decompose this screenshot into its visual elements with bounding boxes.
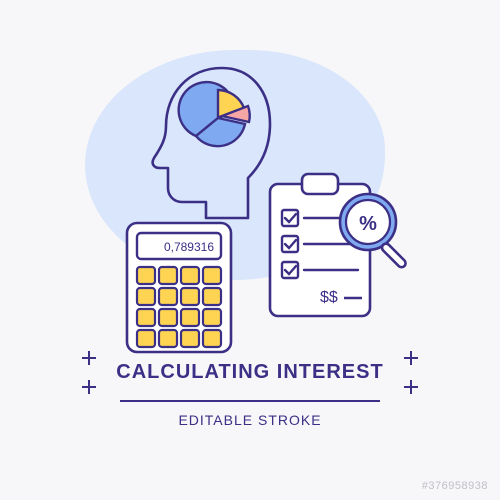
calculator-display: 0,789316 <box>164 240 214 254</box>
corner-mark-icon <box>404 380 418 394</box>
concept-icon-calculating-interest: 0,789316 <box>0 0 500 500</box>
main-title: CALCULATING INTEREST <box>92 355 407 390</box>
corner-mark-icon <box>82 380 96 394</box>
subtitle: EDITABLE STROKE <box>0 412 500 428</box>
clipboard-with-magnifier: $$ % <box>250 170 410 350</box>
amount-line: $$ <box>320 289 338 306</box>
corner-mark-icon <box>404 351 418 365</box>
percent-symbol: % <box>359 213 377 235</box>
caption-block: CALCULATING INTEREST EDITABLE STROKE <box>0 355 500 428</box>
watermark-text: #376958938 <box>422 480 488 492</box>
divider <box>120 400 380 402</box>
calculator-icon: 0,789316 <box>124 220 234 355</box>
main-title-text: CALCULATING INTEREST <box>116 361 383 383</box>
corner-mark-icon <box>82 351 96 365</box>
